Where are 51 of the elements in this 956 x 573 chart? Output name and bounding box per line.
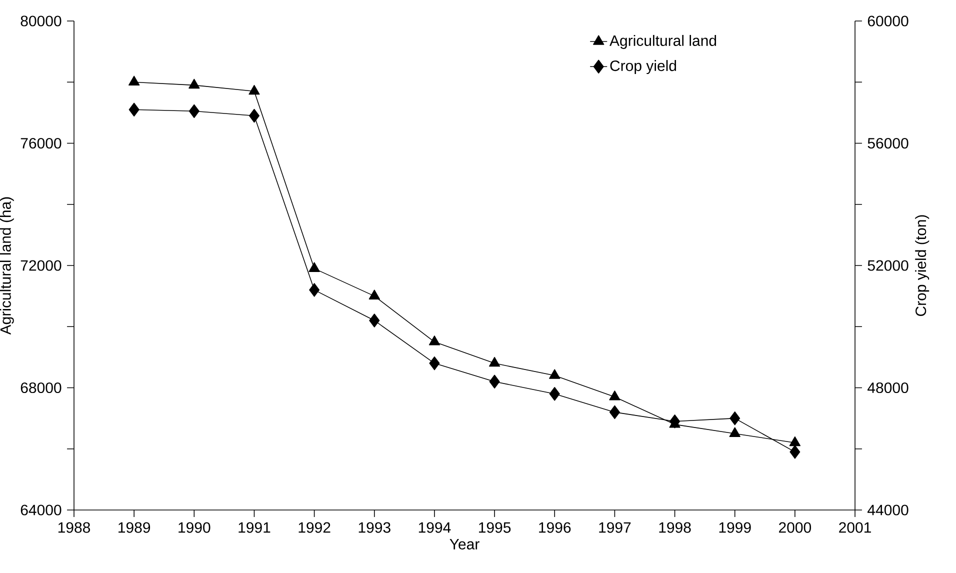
point xyxy=(730,411,740,426)
x-tick-label: 1992 xyxy=(298,522,330,533)
y2-tick-label: 56000 xyxy=(868,138,908,149)
point xyxy=(369,314,380,328)
x-axis-title: Year xyxy=(450,539,480,550)
y2-tick-label: 52000 xyxy=(868,260,908,271)
point xyxy=(729,427,740,437)
x-tick-label: 1998 xyxy=(659,522,691,533)
point xyxy=(549,386,560,401)
point xyxy=(790,445,800,459)
x-tick-label: 1994 xyxy=(418,522,451,533)
point xyxy=(428,336,440,346)
x-tick-label: 1991 xyxy=(238,522,270,533)
x-tick-label: 1996 xyxy=(539,522,571,533)
y-tick-label: 64000 xyxy=(20,504,62,516)
y2-tick-label: 60000 xyxy=(868,16,908,26)
y-tick-label: 76000 xyxy=(20,138,62,149)
point xyxy=(308,262,320,272)
x-tick-label: 1993 xyxy=(358,522,390,533)
point xyxy=(128,76,140,86)
point xyxy=(248,108,260,123)
point xyxy=(248,84,260,95)
x-tick-label: 2001 xyxy=(839,522,871,533)
y-axis-title: Agricultural land (ha) xyxy=(0,197,14,335)
point xyxy=(549,369,560,379)
point xyxy=(368,290,380,300)
point xyxy=(429,356,440,370)
point xyxy=(188,104,200,118)
x-tick-label: 1997 xyxy=(599,522,631,533)
y2-tick-label: 48000 xyxy=(868,382,908,394)
y-tick-label: 68000 xyxy=(20,382,62,394)
point xyxy=(309,283,320,297)
y2-tick-label: 44000 xyxy=(868,504,908,516)
x-tick-label: 1989 xyxy=(118,522,150,533)
point xyxy=(489,374,500,389)
y-tick-label: 80000 xyxy=(20,16,62,26)
point xyxy=(188,78,200,89)
point xyxy=(609,390,620,400)
x-tick-label: 2000 xyxy=(778,522,812,533)
legend-label: Crop yield xyxy=(610,60,676,74)
point xyxy=(609,405,620,420)
legend-label: Agricultural land xyxy=(610,34,716,49)
point xyxy=(488,356,500,367)
x-tick-label: 1995 xyxy=(479,522,511,533)
y-tick-label: 72000 xyxy=(20,260,62,271)
x-tick-label: 1988 xyxy=(58,522,90,533)
x-tick-label: 1990 xyxy=(178,522,210,533)
point xyxy=(789,436,801,446)
point xyxy=(128,102,140,116)
x-tick-label: 1999 xyxy=(719,522,751,533)
y2-axis-title: Crop yield (ton) xyxy=(915,215,930,316)
